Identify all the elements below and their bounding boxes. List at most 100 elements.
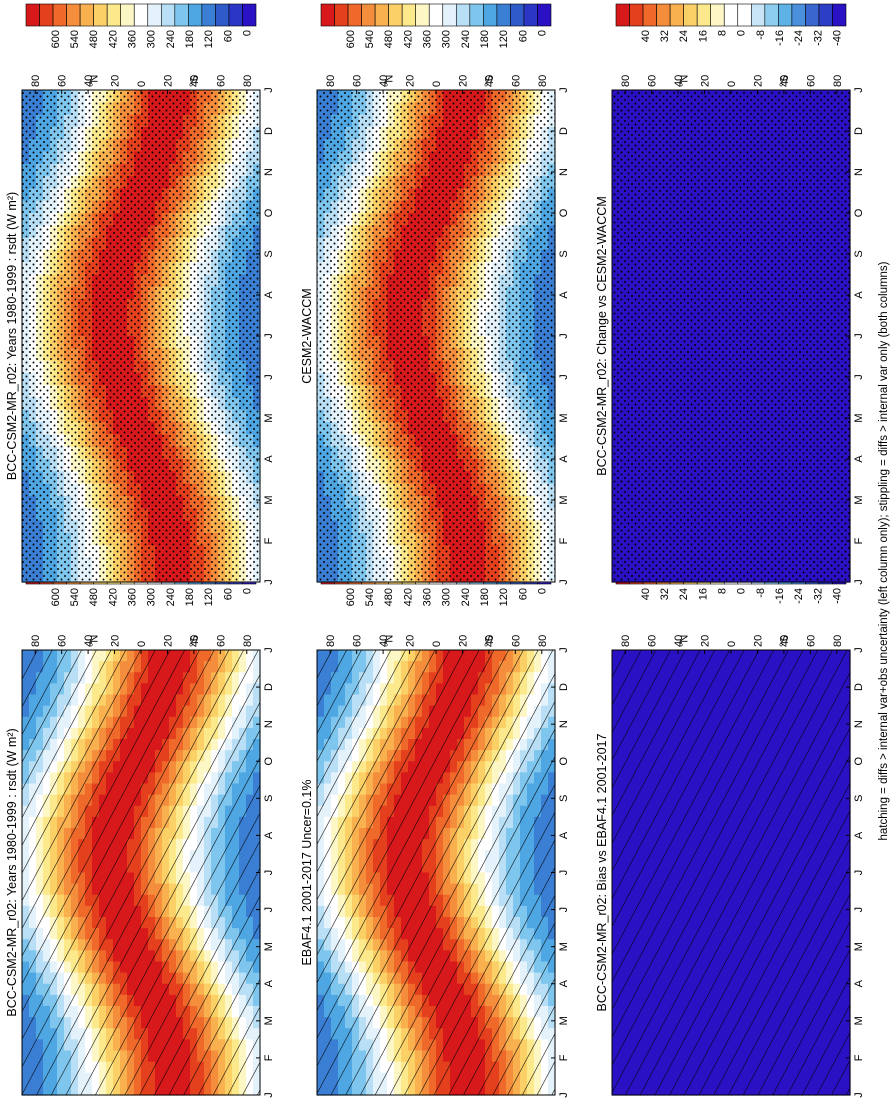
colorbar-label: 600 [50,588,62,606]
colorbar-label: 180 [184,30,196,48]
lat-tick-label: 20 [457,635,469,647]
colorbar-swatch [174,3,189,27]
month-tick-label: A [263,455,275,463]
colorbar-label: 420 [402,588,414,606]
colorbar-label: 600 [345,588,357,606]
lat-tick-label: 80 [30,635,42,647]
month-tick-label: J [558,870,570,876]
colorbar-swatch [79,3,94,27]
month-tick-label: O [263,757,275,766]
month-tick-label: J [263,87,275,93]
month-tick-label: A [263,979,275,987]
month-tick-label: N [263,168,275,176]
month-tick-label: S [263,250,275,257]
colorbar-label: 540 [69,30,81,48]
hemisphere-label-s: °S [188,75,200,87]
colorbar-swatch [66,3,81,27]
lat-tick-label: 20 [405,635,417,647]
panels: BCC-CSM2-MR_r02: Years 1980-1999 : rsdt … [5,3,865,1098]
colorbar-label: 300 [146,588,158,606]
colorbar-label: 120 [203,588,215,606]
lat-tick-label: 0 [431,641,443,647]
colorbar-label: 420 [107,30,119,48]
colorbar-label: 60 [222,30,234,42]
colorbar-swatch [242,3,257,27]
colorbar-label: 300 [441,588,453,606]
lat-tick-label: 80 [242,75,254,87]
hemisphere-label-s: °S [483,635,495,647]
month-tick-label: J [263,870,275,876]
month-tick-label: J [558,1092,570,1098]
colorbar-label: 360 [126,30,138,48]
lat-tick-label: 0 [136,641,148,647]
colorbar-label: 60 [222,588,234,600]
colorbar-swatch [228,3,243,27]
colorbar-label: 240 [460,588,472,606]
hemisphere-label-n: °N [88,75,100,87]
colorbar-swatch [188,3,203,27]
lat-tick-label: 20 [110,75,122,87]
colorbar-label: 480 [383,588,395,606]
month-tick-label: F [263,537,275,544]
month-tick-label: M [558,942,570,951]
month-tick-label: J [558,647,570,653]
colorbar-label: 240 [165,30,177,48]
month-tick-label: D [263,127,275,135]
colorbar-swatch [215,3,230,27]
colorbar-label: 540 [364,588,376,606]
colorbar-swatch [25,3,40,27]
colorbar-label: 300 [146,30,158,48]
lat-tick-label: 40 [189,75,201,87]
panel-p3: EBAF4.1 2001-2017 Uncer=0.1% 80 60 40 20 0 20 4… [300,561,570,1098]
colorbar-swatch [160,3,176,27]
colorbar-label: 60 [517,588,529,600]
panel-title: BCC-CSM2-MR_r02: Years 1980-1999 : rsdt … [5,728,19,1016]
month-tick-label: N [558,720,570,728]
month-tick-label: O [263,208,275,217]
colorbar-swatch [120,3,135,27]
month-tick-label: M [263,495,275,504]
colorbar-swatch [39,3,54,27]
lat-tick-label: 80 [325,635,337,647]
hatch-overlay [317,650,555,1095]
panel-title: EBAF4.1 2001-2017 Uncer=0.1% [300,780,314,966]
lat-tick-label: 40 [484,635,496,647]
month-tick-label: M [263,942,275,951]
lat-tick-label: 20 [162,75,174,87]
colorbar-label: 240 [165,588,177,606]
colorbar-label: 600 [50,30,62,48]
lat-tick-label: 60 [57,635,69,647]
month-tick-label: J [263,907,275,913]
hemisphere-label-s: °S [188,635,200,647]
month-tick-label: F [558,1054,570,1061]
month-tick-label: M [263,1016,275,1025]
colorbar-swatch [106,3,122,27]
panel-title: BCC-CSM2-MR_r02: Years 1980-1999 : rsdt … [5,192,19,480]
colorbar-label: 0 [241,30,253,36]
colorbar-label: 360 [126,588,138,606]
month-tick-label: M [263,413,275,422]
month-tick-label: J [263,333,275,339]
colorbar-label: 120 [498,588,510,606]
month-tick-label: J [263,579,275,585]
lat-tick-label: 60 [57,75,69,87]
lat-tick-label: 20 [162,635,174,647]
colorbar-swatch [147,3,162,27]
lat-tick-label: 60 [215,75,227,87]
lat-tick-label: 40 [189,635,201,647]
colorbar-label: 180 [479,588,491,606]
colorbar-label: 360 [421,588,433,606]
colorbar-label: 420 [107,588,119,606]
colorbar-swatch [133,3,149,27]
lat-tick-label: 60 [215,635,227,647]
colorbar-label: 180 [184,588,196,606]
lat-tick-label: 20 [110,635,122,647]
month-tick-label: D [558,683,570,691]
lat-tick-label: 80 [537,635,549,647]
month-tick-label: J [263,647,275,653]
month-tick-label: J [263,1092,275,1098]
hemisphere-label-n: °N [383,635,395,647]
month-tick-label: F [263,1054,275,1061]
month-tick-label: A [263,291,275,299]
